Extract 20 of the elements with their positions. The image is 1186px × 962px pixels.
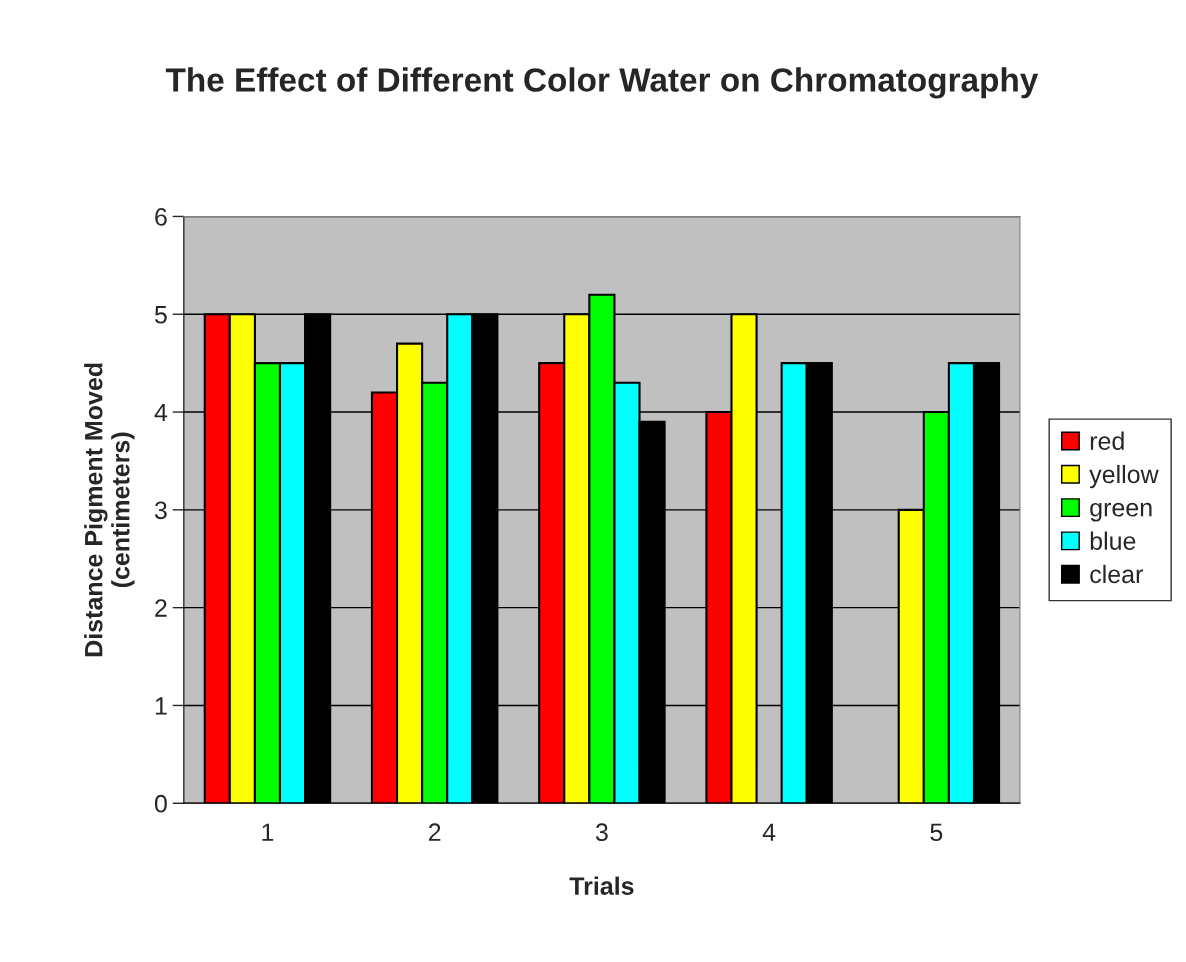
x-tick-label: 2 (428, 823, 441, 841)
legend-label: green (1090, 502, 1152, 522)
legend-label: blue (1090, 531, 1136, 550)
x-tick-label: 5 (930, 823, 943, 842)
legend-label: red (1090, 431, 1124, 450)
y-tick-label: 4 (154, 403, 168, 422)
y-tick-label: 1 (155, 697, 167, 715)
y-tick-label: 3 (154, 501, 167, 520)
y-tick-label: 5 (154, 306, 167, 324)
x-tick-label: 3 (595, 823, 608, 842)
y-tick-label: 6 (155, 208, 167, 226)
y-axis-title: Distance Pigment Moved (centimeters) (84, 363, 135, 657)
y-tick-label: 2 (155, 599, 167, 617)
x-tick-label: 1 (262, 823, 274, 841)
x-tick-label: 4 (762, 823, 776, 841)
y-tick-label: 0 (154, 794, 167, 813)
chart-title: The Effect of Different Color Water on Chromatography (165, 67, 1039, 99)
x-axis-title: Trials (569, 876, 634, 895)
legend-label: yellow (1089, 464, 1159, 489)
legend-label: clear (1090, 564, 1143, 584)
